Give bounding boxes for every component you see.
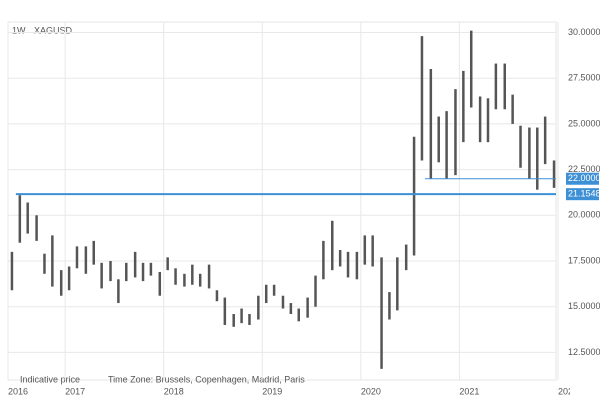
- y-tick-label: 27.5000: [568, 73, 600, 83]
- level-label: 22.0000: [568, 173, 600, 183]
- y-tick-label: 30.0000: [568, 27, 600, 37]
- x-tick-label: 2017: [65, 386, 85, 396]
- y-tick-label: 15.0000: [568, 301, 600, 311]
- y-tick-label: 20.0000: [568, 210, 600, 220]
- level-box: [566, 172, 599, 185]
- x-tick-label: 2020: [361, 386, 381, 396]
- x-axis: 2016 2017 2018 2019 2020 2021 2022: [8, 386, 578, 396]
- y-tick-label: 25.0000: [568, 118, 600, 128]
- x-tick-label: 2022: [558, 386, 578, 396]
- x-tick-label: 2016: [8, 386, 28, 396]
- level-box: [566, 188, 599, 201]
- y-tick-label: 17.5000: [568, 255, 600, 265]
- symbol: XAGUSD: [34, 25, 73, 35]
- y-tick-label: 22.5000: [568, 164, 600, 174]
- x-tick-label: 2019: [262, 386, 282, 396]
- y-tick-label: 12.5000: [568, 347, 600, 357]
- x-tick-label: 2021: [459, 386, 479, 396]
- interval: 1W: [12, 25, 26, 35]
- footnote: Indicative price: [20, 374, 80, 384]
- timezone: Time Zone: Brussels, Copenhagen, Madrid,…: [108, 374, 305, 384]
- plot-frame: [7, 21, 557, 381]
- x-tick-label: 2018: [164, 386, 184, 396]
- level-label: 21.1548: [568, 189, 600, 199]
